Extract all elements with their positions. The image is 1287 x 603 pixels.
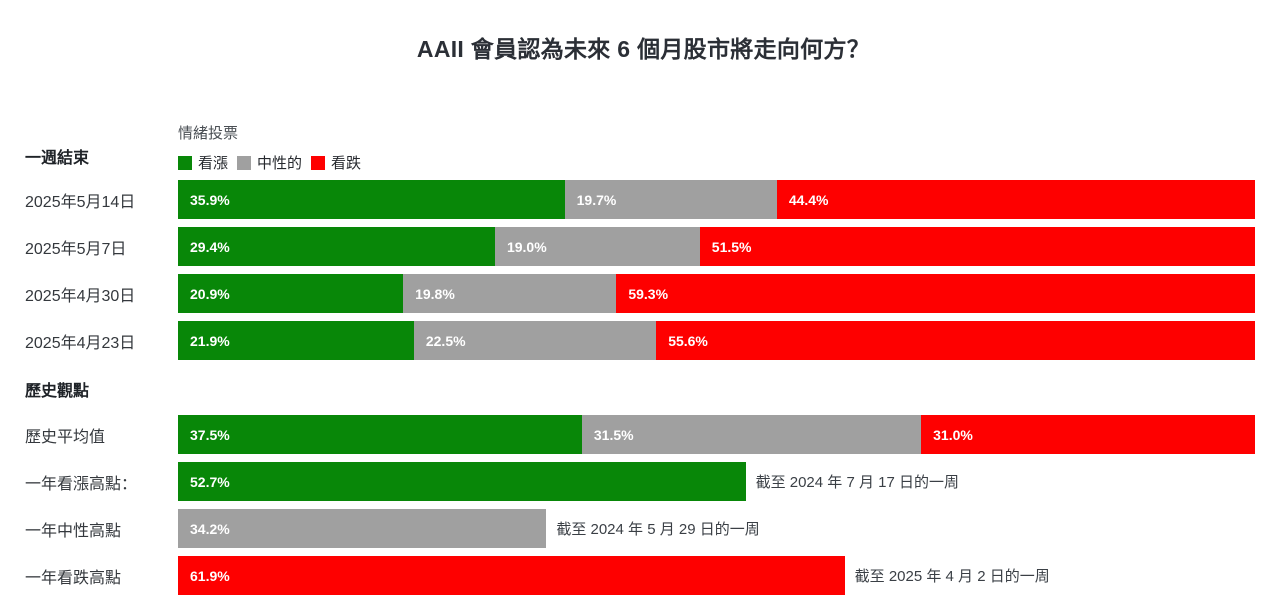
bullish-bar-segment: 37.5%	[178, 415, 582, 454]
legend-label: 看跌	[331, 155, 362, 172]
bar-value-label: 31.5%	[593, 426, 634, 443]
row-label: 歷史平均值	[25, 428, 106, 446]
weekly-rows: 2025年5月14日 35.9% 19.7% 44.4% 2025年5月7日 29.4% 1…	[25, 180, 1255, 360]
legend-item-neutral: 中性的	[237, 152, 302, 173]
bullish-bar-segment: 35.9%	[178, 180, 565, 219]
row-label: 一年看跌高點	[25, 569, 122, 587]
row-label: 一年看漲高點：	[25, 475, 138, 493]
bar-value-label: 19.7%	[576, 191, 617, 208]
bullish-bar-segment: 29.4%	[178, 227, 495, 266]
row-label: 2025年5月14日	[25, 193, 136, 211]
neutral-bar: 34.2%	[178, 509, 547, 548]
row-label: 2025年4月23日	[25, 334, 136, 352]
bar-value-label: 19.0%	[506, 238, 547, 255]
legend-label: 看漲	[198, 155, 229, 172]
legend-title: 情緒投票	[178, 125, 239, 142]
weekly-section-heading: 一週結束	[25, 150, 90, 167]
bar-value-label: 29.4%	[190, 238, 230, 255]
bar-value-label: 59.3%	[628, 285, 669, 302]
table-row: 一年看漲高點： 52.7% 截至 2024 年 7 月 17 日的一周	[25, 462, 1255, 501]
page-title: AAII 會員認為未來 6 個月股市將走向何方？	[416, 36, 871, 62]
table-row: 一年看跌高點 61.9% 截至 2025 年 4 月 2 日的一周	[25, 556, 1255, 595]
bar-value-label: 55.6%	[668, 332, 708, 349]
bar-value-label: 37.5%	[190, 426, 230, 443]
stacked-bar: 29.4% 19.0% 51.5%	[178, 227, 1255, 266]
bar-value-label: 20.9%	[190, 285, 230, 302]
bar-note: 截至 2024 年 7 月 17 日的一周	[755, 474, 959, 491]
bar-value-label: 19.8%	[415, 285, 455, 302]
single-bar-track: 61.9% 截至 2025 年 4 月 2 日的一周	[178, 556, 1255, 595]
bullish-bar: 52.7%	[178, 462, 746, 501]
table-row: 2025年4月30日 20.9% 19.8% 59.3%	[25, 274, 1255, 313]
bar-value-label: 52.7%	[190, 473, 230, 490]
stacked-bar: 20.9% 19.8% 59.3%	[178, 274, 1255, 313]
bearish-bar-segment: 55.6%	[656, 321, 1255, 360]
bar-note: 截至 2025 年 4 月 2 日的一周	[854, 568, 1050, 585]
neutral-swatch-icon	[237, 155, 252, 170]
table-row: 歷史平均值 37.5% 31.5% 31.0%	[25, 415, 1255, 454]
legend: 情緒投票 看漲 中性的 看跌	[178, 122, 370, 173]
bar-value-label: 51.5%	[711, 238, 752, 255]
history-average-row: 歷史平均值 37.5% 31.5% 31.0%	[25, 415, 1255, 454]
history-section-heading: 歷史觀點	[25, 383, 90, 400]
bar-value-label: 44.4%	[788, 191, 829, 208]
bullish-bar-segment: 21.9%	[178, 321, 414, 360]
single-bar-track: 52.7% 截至 2024 年 7 月 17 日的一周	[178, 462, 1255, 501]
bearish-bar-segment: 31.0%	[921, 415, 1255, 454]
stacked-bar: 37.5% 31.5% 31.0%	[178, 415, 1255, 454]
bar-value-label: 21.9%	[190, 332, 230, 349]
bar-value-label: 34.2%	[190, 520, 230, 537]
bullish-swatch-icon	[178, 155, 192, 170]
bullish-bar-segment: 20.9%	[178, 274, 404, 313]
neutral-bar-segment: 19.7%	[564, 180, 777, 219]
table-row: 一年中性高點 34.2% 截至 2024 年 5 月 29 日的一周	[25, 509, 1255, 548]
bearish-bar: 61.9%	[178, 556, 845, 595]
table-row: 2025年5月7日 29.4% 19.0% 51.5%	[25, 227, 1255, 266]
legend-items: 看漲 中性的 看跌	[178, 152, 370, 173]
row-label: 2025年5月7日	[25, 240, 127, 258]
extreme-rows: 一年看漲高點： 52.7% 截至 2024 年 7 月 17 日的一周一年中性高點 3…	[25, 462, 1255, 595]
legend-item-bearish: 看跌	[311, 152, 361, 173]
neutral-bar-segment: 22.5%	[413, 321, 657, 360]
row-label: 2025年4月30日	[25, 287, 136, 305]
neutral-bar-segment: 19.0%	[494, 227, 700, 266]
bearish-bar-segment: 44.4%	[776, 180, 1255, 219]
bearish-swatch-icon	[311, 155, 326, 170]
chart-content: 一週結束 情緒投票 看漲 中性的 看跌	[25, 122, 1255, 595]
bar-value-label: 35.9%	[190, 191, 230, 208]
legend-item-bullish: 看漲	[178, 152, 228, 173]
bearish-bar-segment: 51.5%	[699, 227, 1255, 266]
table-row: 2025年5月14日 35.9% 19.7% 44.4%	[25, 180, 1255, 219]
neutral-bar-segment: 19.8%	[403, 274, 617, 313]
table-row: 2025年4月23日 21.9% 22.5% 55.6%	[25, 321, 1255, 360]
bar-value-label: 31.0%	[933, 426, 973, 443]
stacked-bar: 35.9% 19.7% 44.4%	[178, 180, 1255, 219]
legend-label: 中性的	[257, 155, 303, 172]
neutral-bar-segment: 31.5%	[581, 415, 922, 454]
chart-header: 一週結束 情緒投票 看漲 中性的 看跌	[25, 122, 1255, 173]
bar-note: 截至 2024 年 5 月 29 日的一周	[556, 521, 760, 538]
single-bar-track: 34.2% 截至 2024 年 5 月 29 日的一周	[178, 509, 1255, 548]
bearish-bar-segment: 59.3%	[616, 274, 1255, 313]
bar-value-label: 61.9%	[190, 567, 230, 584]
stacked-bar: 21.9% 22.5% 55.6%	[178, 321, 1255, 360]
bar-value-label: 22.5%	[425, 332, 466, 349]
row-label: 一年中性高點	[25, 522, 122, 540]
